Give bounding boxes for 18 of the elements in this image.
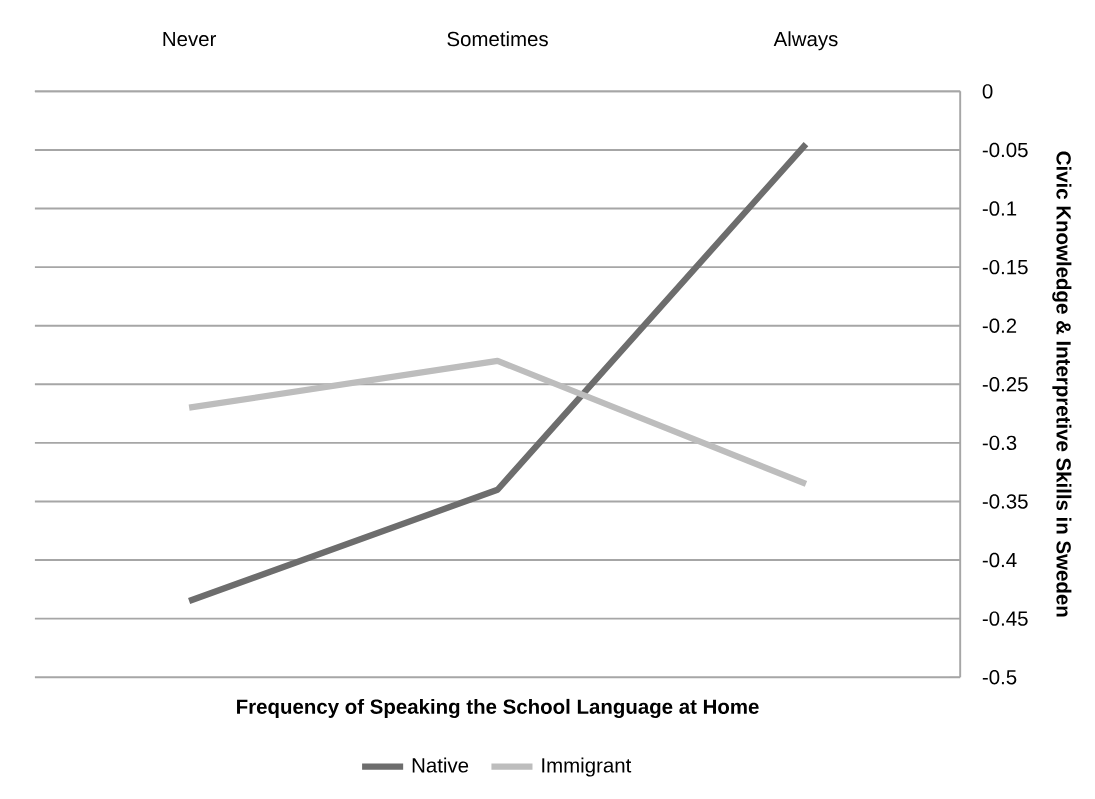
x-tick-label: Sometimes bbox=[447, 31, 548, 47]
y-tick-label: -0.45 bbox=[982, 611, 1028, 626]
y-tick-label: -0.25 bbox=[982, 377, 1028, 392]
y-tick-label: -0.15 bbox=[982, 259, 1028, 275]
x-tick-label: Never bbox=[163, 31, 217, 47]
y-tick-label: -0.3 bbox=[982, 435, 1017, 451]
y-tick-label: -0.05 bbox=[982, 142, 1028, 158]
y-tick-label: -0.35 bbox=[982, 494, 1028, 509]
y-tick-label: 0 bbox=[982, 84, 993, 99]
y-tick-label: -0.4 bbox=[982, 552, 1017, 568]
y-tick-label: -0.1 bbox=[982, 201, 1017, 216]
legend-label: Native bbox=[412, 757, 469, 773]
legend-label: Immigrant bbox=[542, 757, 632, 777]
x-tick-label: Always bbox=[773, 31, 838, 51]
x-axis-title: Frequency of Speaking the School Language at Home bbox=[237, 698, 759, 719]
y-tick-label: -0.5 bbox=[982, 669, 1017, 685]
y-axis-title: Civic Knowledge & Interpretive Skills in Sweden bbox=[1052, 151, 1072, 617]
y-tick-label: -0.2 bbox=[982, 318, 1017, 333]
